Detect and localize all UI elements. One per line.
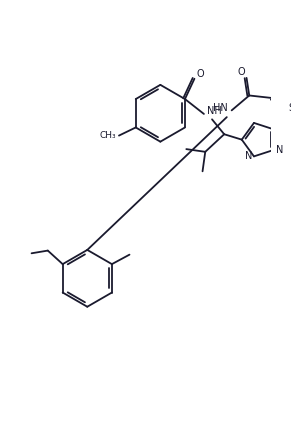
Text: N: N — [276, 145, 283, 155]
Text: HN: HN — [213, 103, 228, 113]
Text: O: O — [196, 69, 204, 79]
Text: S: S — [288, 103, 291, 113]
Text: N: N — [245, 152, 252, 161]
Text: O: O — [238, 67, 246, 77]
Text: CH₃: CH₃ — [99, 131, 116, 140]
Text: NH: NH — [207, 106, 221, 116]
